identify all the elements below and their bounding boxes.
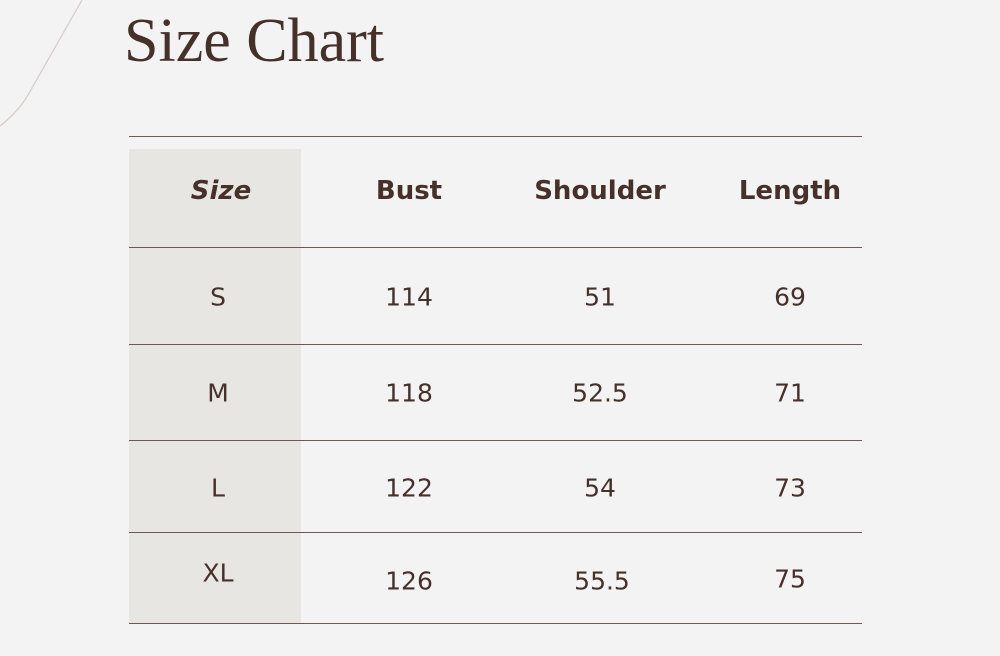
cell-shoulder: 54	[584, 473, 616, 503]
size-column-background	[129, 149, 301, 623]
cell-shoulder: 51	[584, 282, 616, 312]
table-rule	[129, 136, 862, 137]
table-rule	[129, 532, 862, 533]
cell-bust: 126	[385, 566, 433, 596]
cell-length: 73	[774, 473, 806, 503]
cell-bust: 122	[385, 473, 433, 503]
table-rule	[129, 623, 862, 624]
header-length: Length	[738, 176, 842, 206]
cell-shoulder: 55.5	[574, 566, 630, 596]
cell-length: 75	[774, 564, 806, 594]
cell-size: XL	[202, 558, 234, 588]
table-rule	[129, 344, 862, 345]
header-size: Size	[190, 176, 252, 206]
cell-bust: 118	[385, 378, 433, 408]
cell-length: 69	[774, 282, 806, 312]
cell-size: S	[210, 282, 226, 312]
table-rule	[129, 440, 862, 441]
cell-length: 71	[774, 378, 806, 408]
cell-bust: 114	[385, 282, 433, 312]
table-rule	[129, 247, 862, 248]
page-title: Size Chart	[124, 7, 384, 75]
cell-size: M	[207, 378, 229, 408]
header-shoulder: Shoulder	[534, 176, 666, 206]
cell-shoulder: 52.5	[572, 378, 628, 408]
cell-size: L	[211, 473, 225, 503]
header-bust: Bust	[375, 176, 443, 206]
decorative-curve	[0, 0, 83, 127]
